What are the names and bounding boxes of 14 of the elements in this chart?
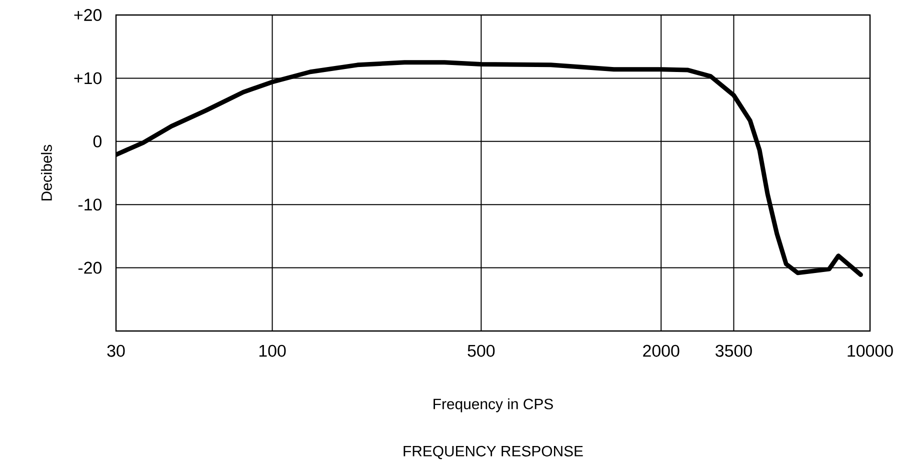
x-tick-label: 500 (468, 344, 495, 357)
x-tick-label: 10000 (848, 344, 893, 357)
y-tick-label: +10 (74, 72, 102, 84)
x-tick-label: 2000 (643, 344, 680, 357)
x-tick-label: 30 (107, 344, 125, 357)
x-tick-label: 100 (259, 344, 286, 357)
x-tick-label: 3500 (716, 344, 752, 357)
x-axis-title: Frequency in CPS (434, 398, 553, 412)
y-tick-label: 0 (93, 135, 102, 148)
y-tick-label: -20 (78, 262, 102, 274)
y-tick-label: -10 (78, 198, 102, 211)
y-tick-label: +20 (74, 9, 102, 21)
y-axis-title: Decibels (40, 144, 52, 200)
text: FREQUENCY RESPONSE (404, 446, 583, 460)
